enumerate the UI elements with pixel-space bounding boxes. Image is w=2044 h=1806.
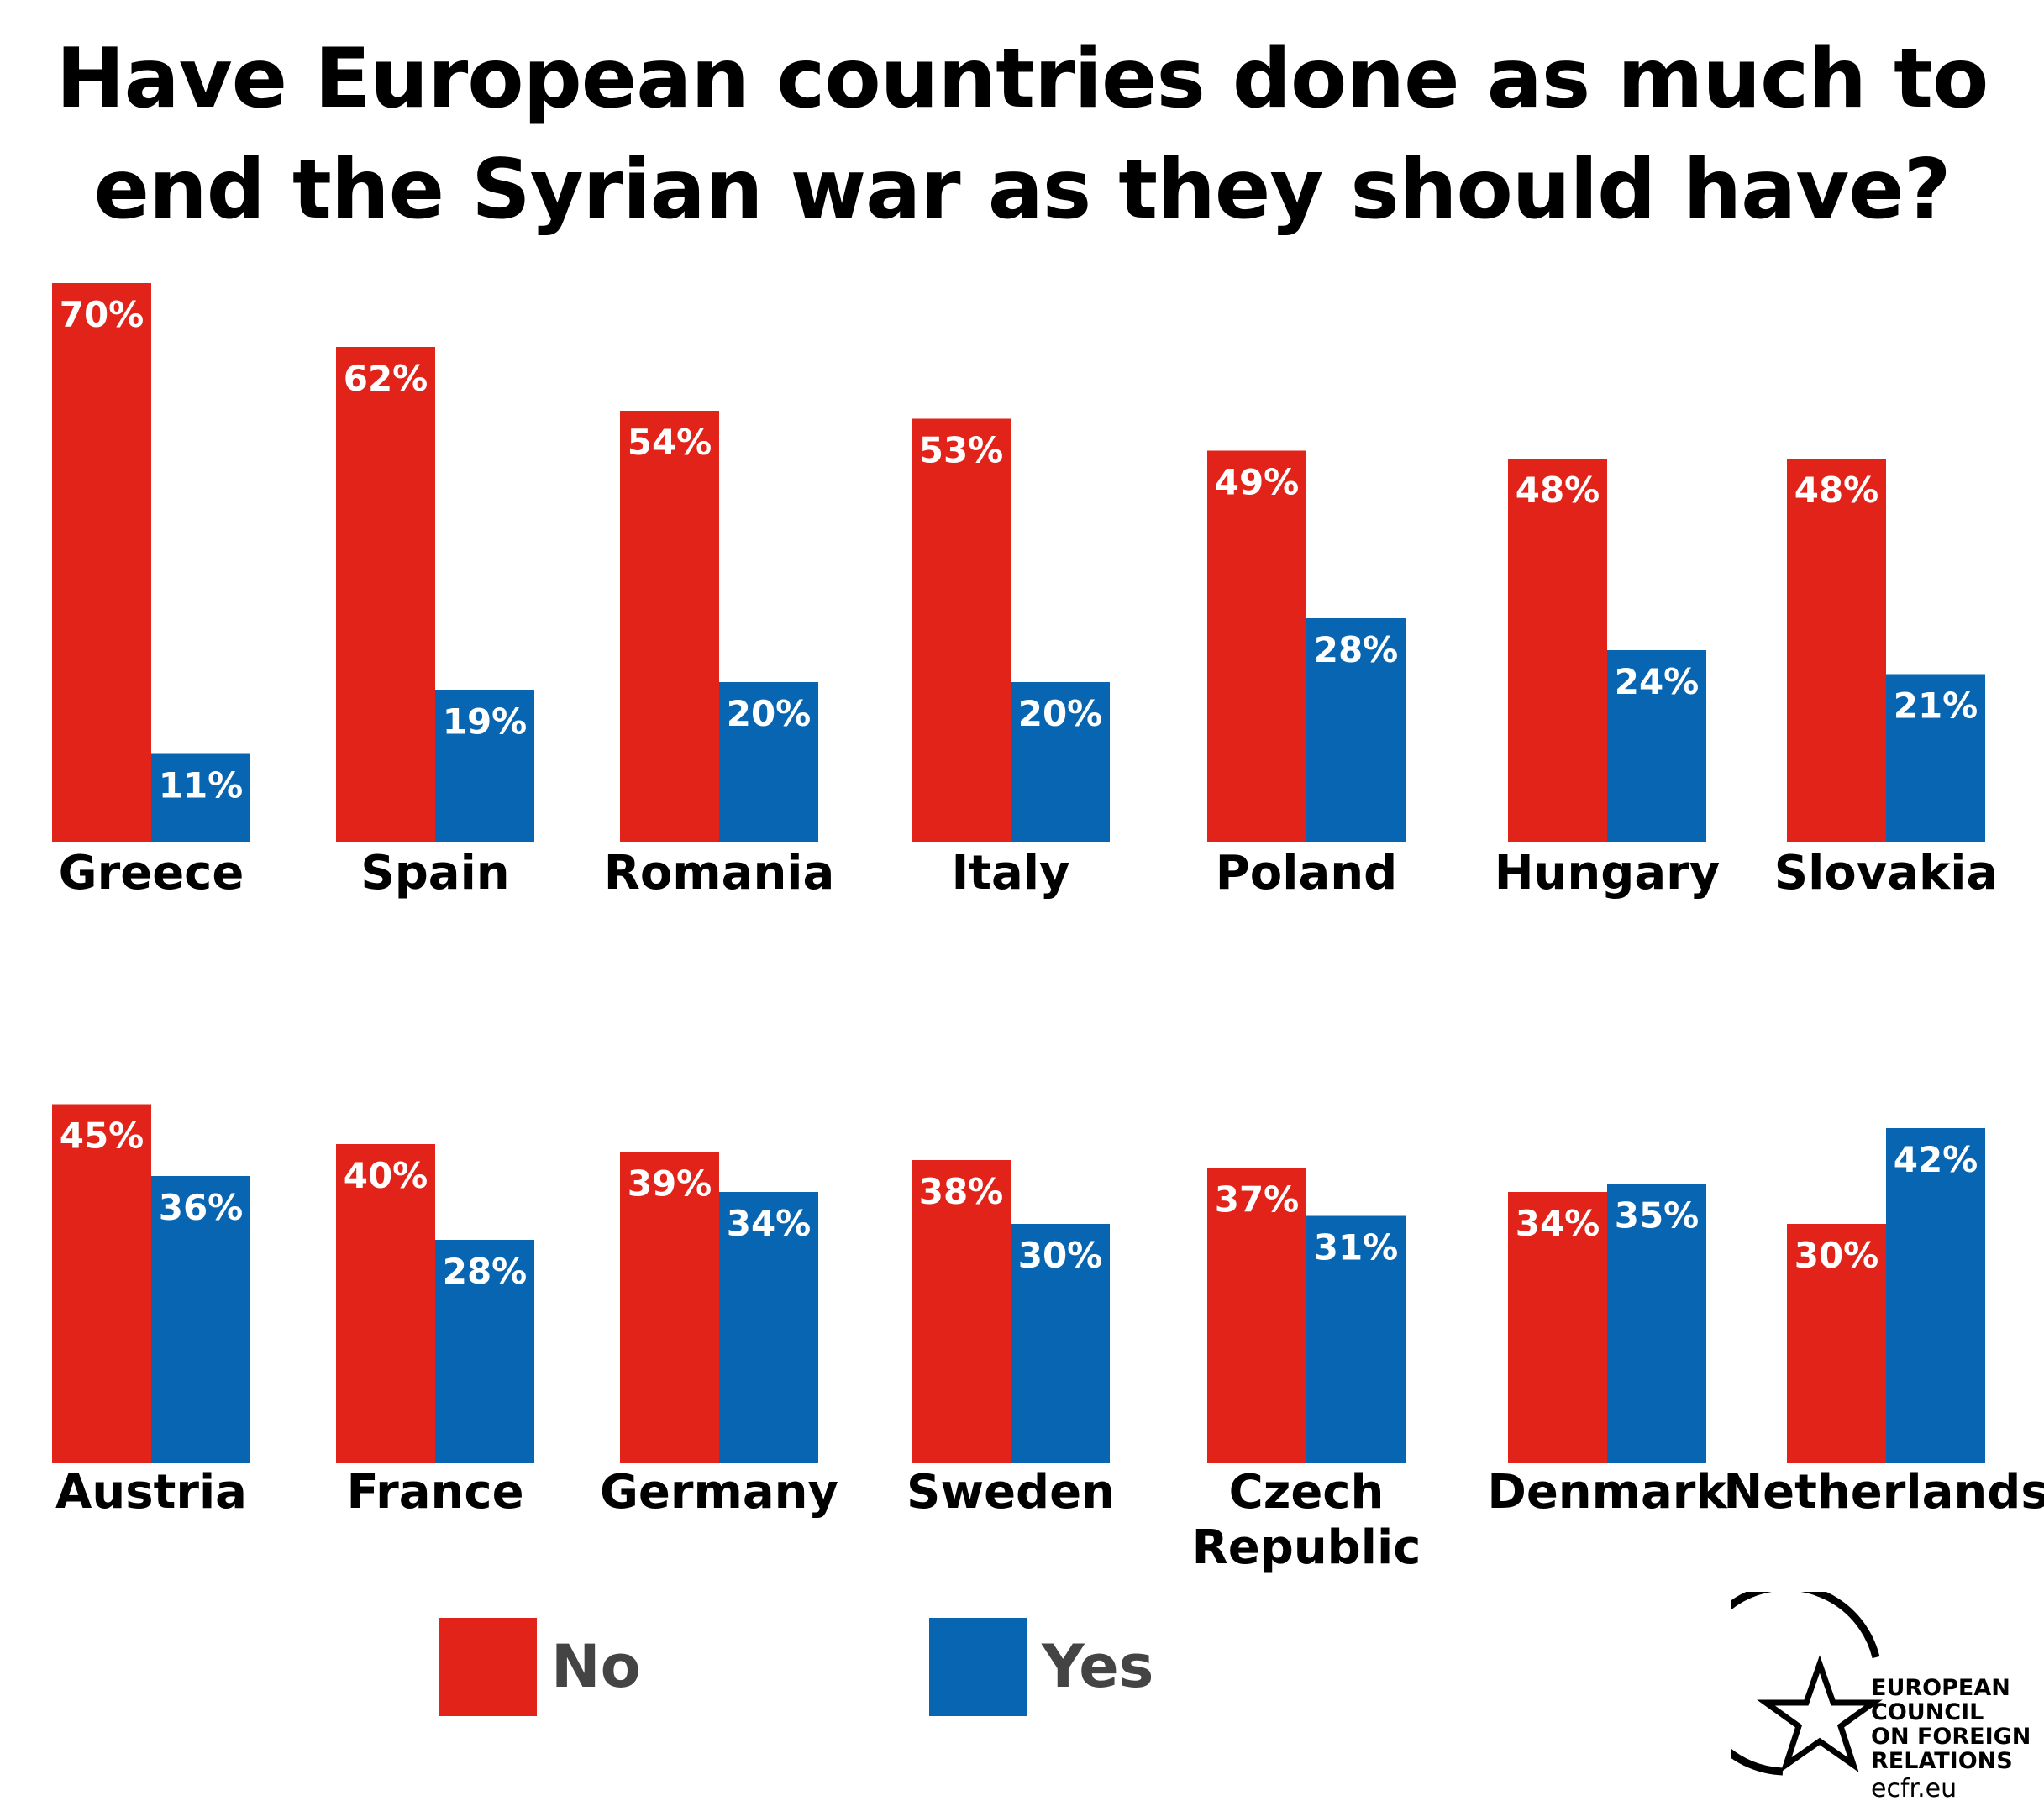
category-label-hungary: Hungary [1495, 846, 1721, 900]
bar-yes-netherlands [1886, 1128, 1985, 1463]
bar-yes-slovakia [1886, 674, 1985, 842]
data-label-yes-netherlands: 42% [1894, 1139, 1978, 1180]
bar-yes-romania [719, 682, 818, 842]
category-label-denmark: Denmark [1487, 1465, 1728, 1520]
bar-no-romania [620, 411, 719, 842]
bar-no-czech-republic [1207, 1168, 1306, 1463]
category-label-romania: Romania [604, 846, 835, 900]
category-label-poland: Poland [1216, 846, 1397, 900]
data-label-yes-spain: 19% [443, 701, 528, 743]
bar-yes-spain [435, 690, 534, 842]
logo-line-1: EUROPEAN [1871, 1675, 2010, 1701]
data-label-no-hungary: 48% [1516, 470, 1600, 511]
logo-line-4: RELATIONS [1871, 1748, 2013, 1774]
data-label-yes-germany: 34% [727, 1203, 812, 1244]
data-label-no-greece: 70% [60, 294, 144, 335]
category-label-austria: Austria [55, 1465, 247, 1520]
bar-yes-hungary [1607, 650, 1706, 842]
bar-no-netherlands [1787, 1224, 1886, 1463]
logo-url: ecfr.eu [1871, 1774, 1957, 1803]
bar-yes-germany [719, 1192, 818, 1463]
data-label-yes-romania: 20% [727, 693, 812, 734]
data-label-yes-austria: 36% [159, 1187, 244, 1228]
bar-no-france [336, 1144, 435, 1463]
bar-yes-sweden [1011, 1224, 1110, 1463]
category-label-czech-republic: Republic [1192, 1520, 1421, 1575]
data-label-no-czech-republic: 37% [1215, 1179, 1300, 1221]
data-label-yes-sweden: 30% [1018, 1235, 1103, 1276]
data-label-no-denmark: 34% [1516, 1203, 1600, 1244]
data-label-no-poland: 49% [1215, 462, 1300, 503]
bar-no-austria [52, 1104, 151, 1463]
data-label-no-romania: 54% [628, 422, 712, 463]
bar-no-sweden [912, 1160, 1011, 1463]
data-label-no-austria: 45% [60, 1116, 144, 1157]
data-label-yes-denmark: 35% [1615, 1195, 1700, 1236]
bar-yes-poland [1306, 618, 1406, 842]
logo-line-3: ON FOREIGN [1871, 1724, 2031, 1750]
data-label-no-france: 40% [344, 1155, 428, 1196]
logo-wordmark: EUROPEAN COUNCIL ON FOREIGN RELATIONS [1871, 1676, 2031, 1773]
bar-no-denmark [1508, 1192, 1607, 1463]
data-label-yes-hungary: 24% [1615, 661, 1700, 702]
bar-yes-denmark [1607, 1184, 1706, 1463]
chart-title-line-2: end the Syrian war as they should have? [93, 142, 1951, 238]
category-label-netherlands: Netherlands [1723, 1465, 2044, 1520]
bar-no-italy [912, 418, 1011, 842]
data-label-yes-poland: 28% [1314, 629, 1399, 670]
category-label-france: France [346, 1465, 523, 1520]
chart-title: Have European countries done as much to … [0, 24, 2044, 245]
category-label-czech-republic: Czech [1229, 1465, 1385, 1520]
bar-no-slovakia [1787, 459, 1886, 842]
bar-no-hungary [1508, 459, 1607, 842]
category-label-greece: Greece [59, 846, 244, 900]
category-label-germany: Germany [600, 1465, 838, 1520]
category-label-italy: Italy [951, 846, 1069, 900]
data-label-no-germany: 39% [628, 1163, 712, 1205]
bar-no-greece [52, 283, 151, 842]
data-label-yes-greece: 11% [159, 765, 244, 806]
data-label-yes-slovakia: 21% [1894, 685, 1978, 727]
bar-yes-italy [1011, 682, 1110, 842]
category-label-sweden: Sweden [906, 1465, 1115, 1520]
bar-yes-austria [151, 1176, 250, 1463]
bar-no-spain [336, 347, 435, 842]
data-label-no-netherlands: 30% [1794, 1235, 1879, 1276]
bar-no-poland [1207, 450, 1306, 842]
bar-yes-greece [151, 753, 250, 842]
data-label-no-slovakia: 48% [1794, 470, 1879, 511]
logo-line-2: COUNCIL [1871, 1699, 1984, 1725]
star-in-circle-icon [1731, 1592, 1883, 1776]
chart-title-line-1: Have European countries done as much to [55, 31, 1989, 127]
bar-yes-czech-republic [1306, 1215, 1406, 1463]
category-label-spain: Spain [360, 846, 509, 900]
bar-yes-france [435, 1240, 534, 1463]
data-label-no-italy: 53% [919, 430, 1004, 471]
data-label-no-sweden: 38% [919, 1171, 1004, 1212]
bar-no-germany [620, 1152, 719, 1463]
data-label-no-spain: 62% [344, 358, 428, 399]
category-label-slovakia: Slovakia [1774, 846, 1999, 900]
data-label-yes-france: 28% [443, 1251, 528, 1292]
data-label-yes-italy: 20% [1018, 693, 1103, 734]
data-label-yes-czech-republic: 31% [1314, 1227, 1399, 1268]
